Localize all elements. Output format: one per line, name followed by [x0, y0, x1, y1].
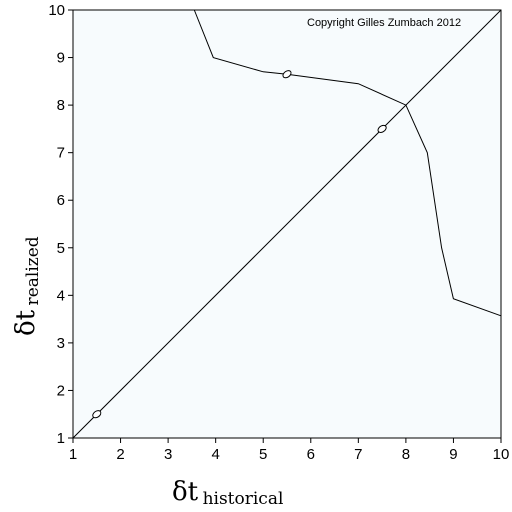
y-tick-label: 3 [57, 335, 65, 352]
x-axis-ticks: 1 2 3 4 5 6 7 8 9 10 [69, 438, 510, 463]
y-tick-label: 2 [57, 382, 65, 399]
y-tick-label: 1 [57, 430, 65, 447]
frontier-curve [193, 9, 502, 317]
x-tick-label: 3 [164, 446, 172, 463]
series-layer [72, 9, 502, 439]
diagonal-line [72, 9, 502, 439]
y-tick-label: 6 [57, 192, 65, 209]
x-axis-label-subscript: historical [203, 489, 284, 509]
x-tick-label: 9 [449, 446, 457, 463]
x-axis-label: δt historical [172, 477, 283, 509]
y-axis-label: δt realized [11, 236, 43, 336]
y-tick-label: 8 [57, 97, 65, 114]
x-axis-label-symbol: δt [172, 477, 199, 507]
x-tick-label: 4 [211, 446, 219, 463]
y-tick-label: 9 [57, 50, 65, 67]
x-tick-label: 2 [116, 446, 124, 463]
x-tick-label: 1 [69, 446, 77, 463]
y-tick-label: 10 [48, 2, 65, 19]
y-axis-label-symbol: δt [11, 309, 41, 336]
x-tick-label: 10 [493, 446, 510, 463]
x-tick-label: 7 [354, 446, 362, 463]
y-tick-label: 7 [57, 145, 65, 162]
data-marker [282, 70, 292, 79]
y-axis-label-subscript: realized [23, 236, 43, 305]
copyright-annotation: Copyright Gilles Zumbach 2012 [307, 17, 461, 29]
x-tick-label: 6 [307, 446, 315, 463]
y-tick-label: 4 [57, 287, 65, 304]
x-tick-label: 8 [402, 446, 410, 463]
data-marker [92, 410, 102, 419]
data-marker [377, 124, 387, 133]
y-tick-label: 5 [57, 240, 65, 257]
marker-layer [92, 70, 387, 419]
x-tick-label: 5 [259, 446, 267, 463]
y-axis-ticks: 1 2 3 4 5 6 7 8 9 10 [48, 2, 73, 447]
